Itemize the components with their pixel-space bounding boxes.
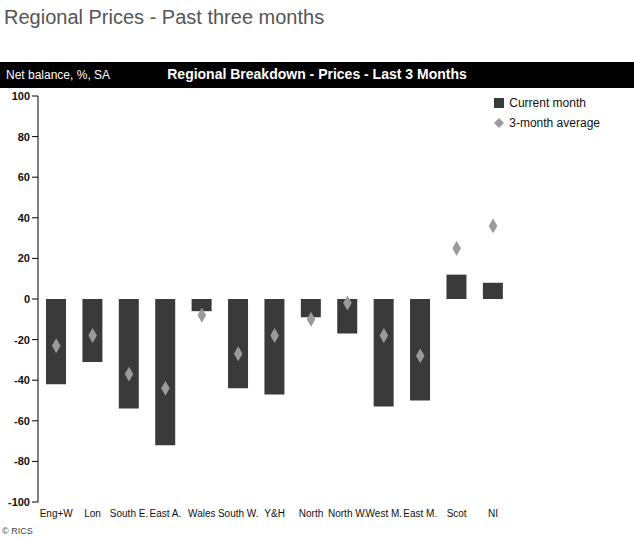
svg-text:-100: -100	[8, 496, 30, 508]
svg-text:North W.: North W.	[328, 508, 367, 519]
svg-text:East A.: East A.	[150, 508, 182, 519]
svg-text:80: 80	[18, 131, 30, 143]
svg-text:40: 40	[18, 212, 30, 224]
svg-text:South W.: South W.	[218, 508, 259, 519]
svg-text:Lon: Lon	[84, 508, 101, 519]
html-text:Net balance, %, SA: Net balance, %, SA	[6, 68, 111, 82]
html-text:Regional Prices - Past three m: Regional Prices - Past three months	[4, 6, 325, 28]
svg-text:-40: -40	[14, 374, 30, 386]
svg-text:NI: NI	[488, 508, 498, 519]
html-text:3-month average: 3-month average	[509, 116, 600, 130]
svg-text:-60: -60	[14, 415, 30, 427]
svg-text:0: 0	[24, 293, 30, 305]
svg-text:Wales: Wales	[188, 508, 215, 519]
svg-text:North: North	[299, 508, 323, 519]
html-text:Current month: Current month	[509, 96, 586, 110]
svg-text:West M.: West M.	[366, 508, 402, 519]
svg-text:100: 100	[12, 90, 30, 102]
html-text:© RICS: © RICS	[2, 526, 33, 536]
svg-text:South E.: South E.	[110, 508, 148, 519]
svg-text:-20: -20	[14, 334, 30, 346]
html-text:Regional Breakdown - Prices -: Regional Breakdown - Prices - Last 3 Mon…	[167, 66, 467, 82]
svg-text:20: 20	[18, 252, 30, 264]
svg-text:East M.: East M.	[403, 508, 437, 519]
svg-text:-80: -80	[14, 455, 30, 467]
svg-text:Y&H: Y&H	[264, 508, 285, 519]
svg-text:60: 60	[18, 171, 30, 183]
svg-text:Eng+W: Eng+W	[40, 508, 74, 519]
svg-text:Scot: Scot	[447, 508, 467, 519]
